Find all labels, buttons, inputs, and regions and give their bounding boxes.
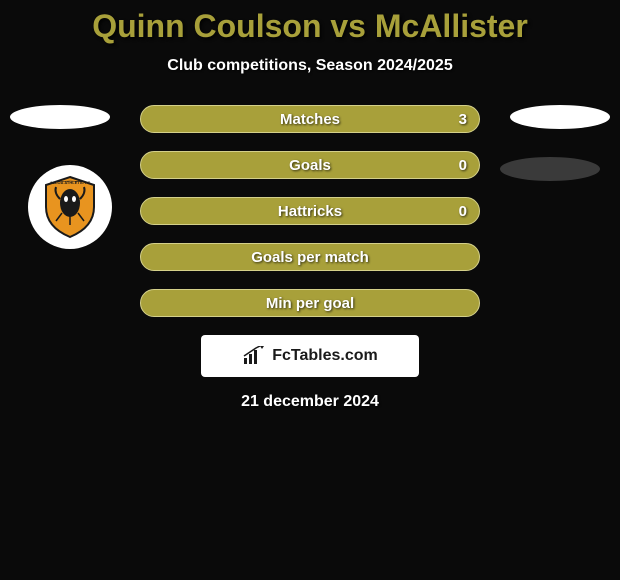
player-left-crest: ALLOA ATHLETIC FC <box>28 165 112 249</box>
chart-icon <box>242 346 266 366</box>
stat-row-goals-per-match: Goals per match <box>140 243 480 271</box>
crest-shield-icon: ALLOA ATHLETIC FC <box>36 173 104 241</box>
subtitle: Club competitions, Season 2024/2025 <box>167 57 452 75</box>
stat-label: Min per goal <box>266 295 354 312</box>
stat-label: Matches <box>280 111 340 128</box>
player-right-photo-placeholder <box>510 105 610 129</box>
date-line: 21 december 2024 <box>241 393 379 411</box>
stat-value: 0 <box>459 203 467 220</box>
player-left-photo-placeholder <box>10 105 110 129</box>
stat-value: 0 <box>459 157 467 174</box>
stat-row-hattricks: Hattricks 0 <box>140 197 480 225</box>
svg-text:ALLOA ATHLETIC FC: ALLOA ATHLETIC FC <box>50 180 91 185</box>
stat-label: Goals per match <box>251 249 369 266</box>
stat-row-min-per-goal: Min per goal <box>140 289 480 317</box>
stat-rows: Matches 3 Goals 0 Hattricks 0 Goals per … <box>140 105 480 317</box>
stat-value: 3 <box>459 111 467 128</box>
stat-label: Hattricks <box>278 203 342 220</box>
stat-row-matches: Matches 3 <box>140 105 480 133</box>
content-wrap: ALLOA ATHLETIC FC Matches 3 Goals 0 Hatt… <box>0 105 620 411</box>
attribution-badge: FcTables.com <box>201 335 419 377</box>
stat-row-goals: Goals 0 <box>140 151 480 179</box>
attribution-text: FcTables.com <box>272 347 378 365</box>
stat-label: Goals <box>289 157 331 174</box>
page-title: Quinn Coulson vs McAllister <box>92 8 528 45</box>
player-right-crest-placeholder <box>500 157 600 181</box>
